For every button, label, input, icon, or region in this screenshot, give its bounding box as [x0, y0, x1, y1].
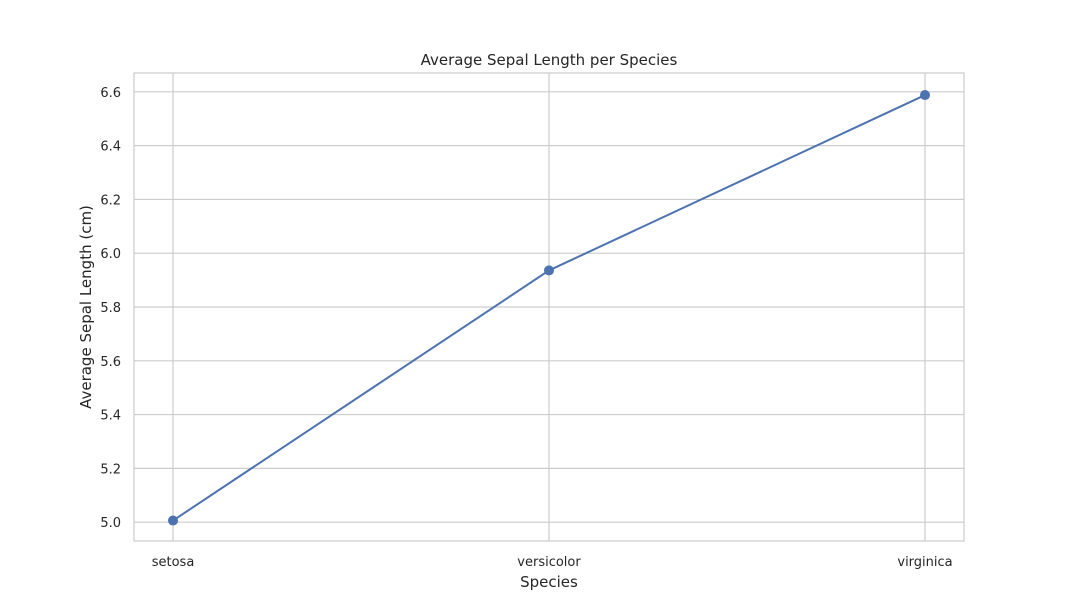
- plot-frame: [133, 72, 965, 542]
- y-tick-label: 5.6: [100, 355, 121, 370]
- y-axis-label: Average Sepal Length (cm): [77, 205, 95, 409]
- data-point-versicolor: [544, 265, 554, 276]
- y-tick-label: 6.6: [100, 86, 121, 101]
- y-tick-label: 6.2: [100, 193, 121, 208]
- y-tick-label: 5.0: [100, 516, 121, 531]
- y-tick-labels: 5.0 5.2 5.4 5.6 5.8 6.0 6.2 6.4 6.6: [100, 86, 121, 531]
- x-tick-label: virginica: [897, 555, 952, 570]
- data-point-setosa: [168, 515, 178, 526]
- x-tick-labels: setosa versicolor virginica: [152, 555, 953, 570]
- x-tick-label: setosa: [152, 555, 195, 570]
- x-tick-label: versicolor: [517, 555, 581, 570]
- y-tick-label: 5.4: [100, 409, 121, 424]
- y-tick-label: 6.4: [100, 140, 121, 155]
- y-tick-label: 5.2: [100, 462, 121, 477]
- data-point-virginica: [920, 90, 930, 101]
- x-axis-label: Species: [520, 573, 578, 591]
- series-layer: [168, 90, 930, 526]
- y-tick-label: 5.8: [100, 301, 121, 316]
- grid-layer: [134, 73, 964, 541]
- y-tick-label: 6.0: [100, 247, 121, 262]
- chart-title: Average Sepal Length per Species: [421, 51, 678, 69]
